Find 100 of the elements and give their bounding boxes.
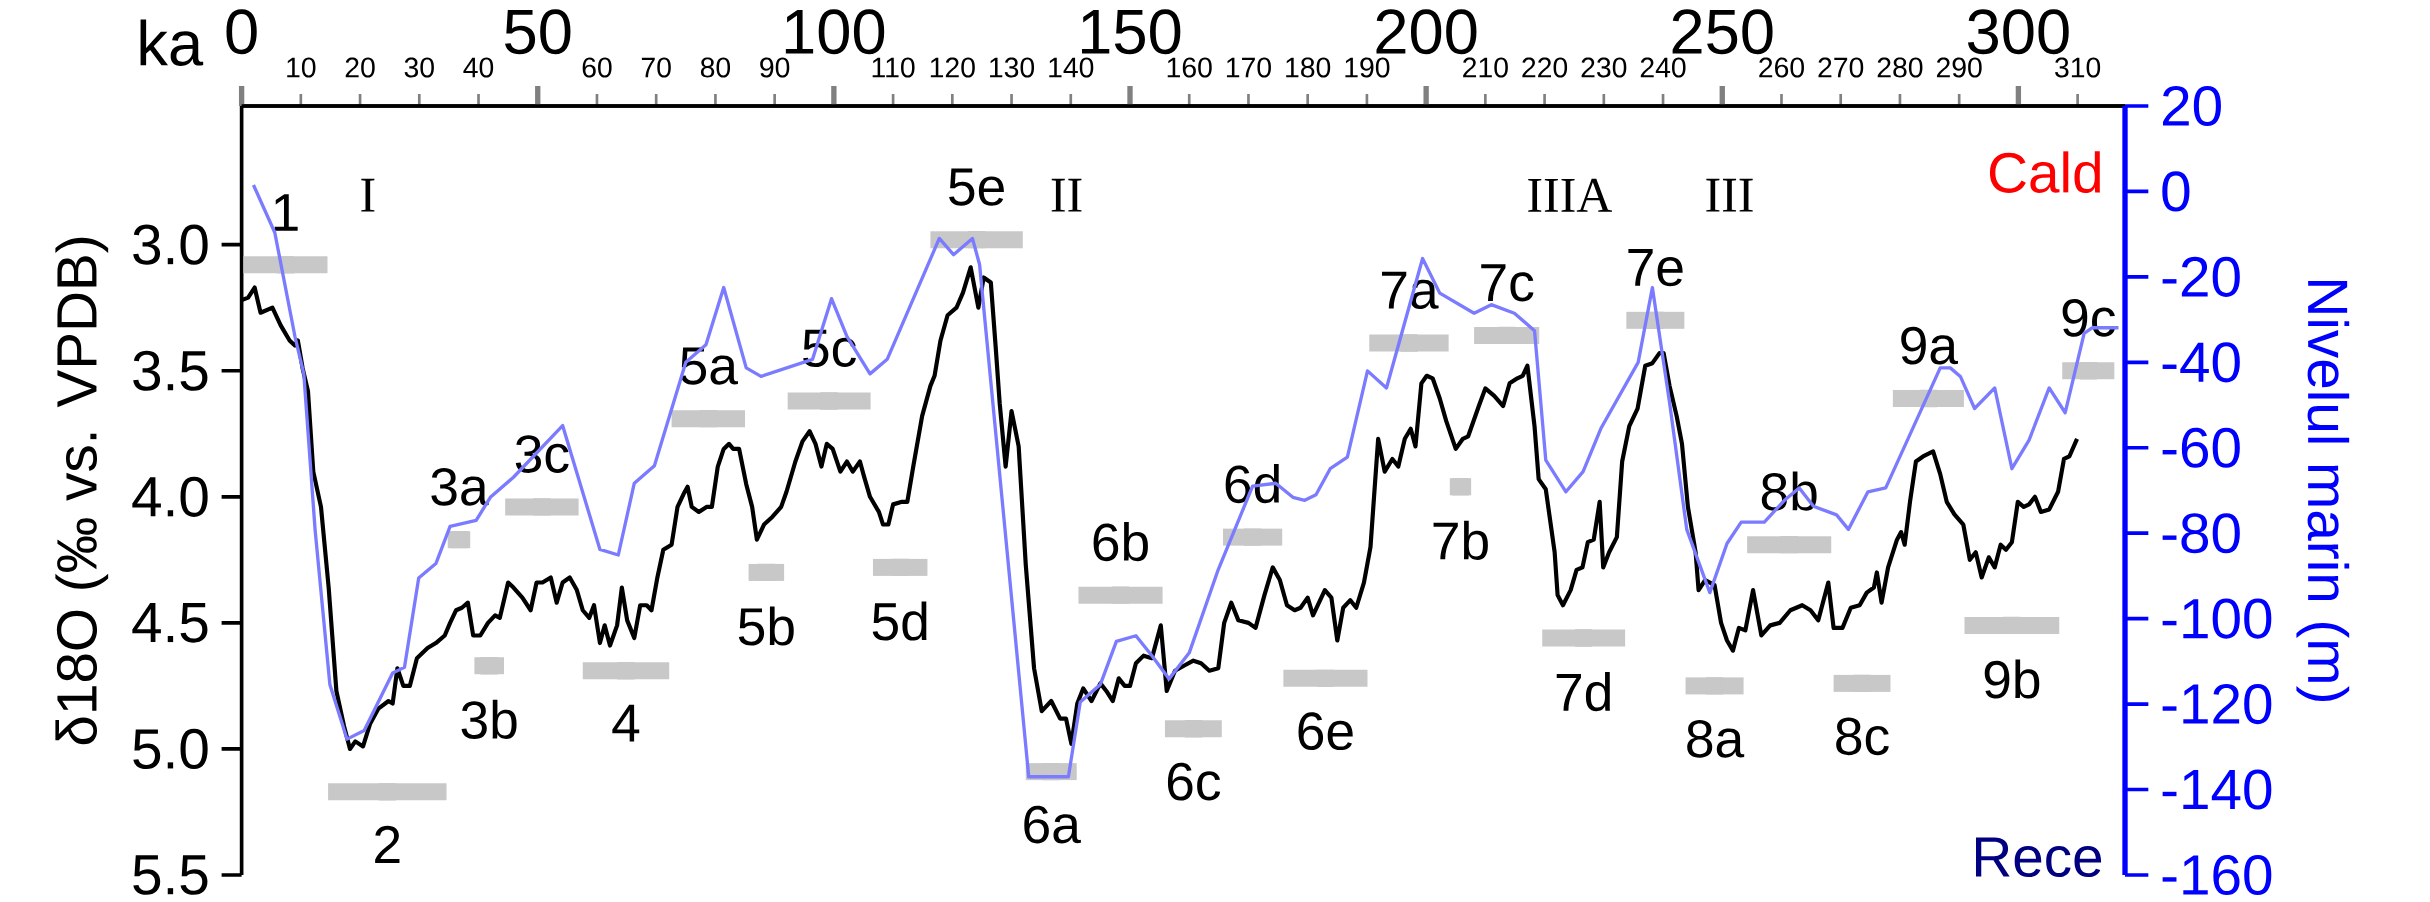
x-tick-label: 240 — [1640, 57, 1686, 78]
y2-tick-label: 0 — [2162, 171, 2190, 212]
x-tick-label: 110 — [872, 57, 915, 78]
x-tick-label: 210 — [1463, 57, 1508, 78]
point — [1498, 326, 1516, 345]
point — [480, 657, 498, 675]
x-tick-label: 60 — [582, 57, 612, 78]
annotation: 2 — [375, 825, 400, 864]
point — [533, 498, 551, 516]
x2-tick-label: 200 — [1376, 9, 1477, 55]
annotation: 6a — [1024, 805, 1081, 844]
annotation: I — [361, 178, 375, 212]
x-tick-label: 140 — [1049, 57, 1094, 78]
x-tick-label: 20 — [345, 57, 375, 78]
x-tick-label: 90 — [760, 57, 790, 78]
annotation: 6b — [1093, 521, 1148, 562]
point — [699, 409, 717, 428]
y2-tick-label: -80 — [2162, 513, 2240, 554]
y-tick-label: 4.5 — [132, 603, 208, 643]
x-tick-label: 130 — [990, 57, 1035, 78]
annotation: 7d — [1556, 672, 1610, 712]
annotation: 9a — [1901, 326, 1958, 365]
x-tick-label: 120 — [930, 57, 975, 78]
y-axis-title: δ18O (‰ vs. VPDB) — [55, 237, 109, 745]
annotation: 5d — [872, 601, 927, 641]
x-tick-label: 40 — [463, 57, 494, 78]
x-tick-label: 160 — [1167, 57, 1212, 78]
annotation: 7a — [1382, 271, 1439, 310]
x-tick-label: 290 — [1936, 57, 1982, 78]
y2-tick-label: -20 — [2162, 256, 2240, 297]
annotation: IIIA — [1528, 178, 1613, 212]
x2-tick-label: 150 — [1081, 9, 1181, 55]
annotation: 6c — [1167, 762, 1221, 801]
y2-tick-label: -120 — [2162, 684, 2272, 725]
x-tick-label: 280 — [1877, 57, 1923, 78]
annotation: III — [1706, 178, 1753, 212]
x2-tick-label: 250 — [1672, 9, 1773, 55]
point — [1316, 669, 1335, 688]
y2-tick-label: -160 — [2162, 854, 2272, 896]
y2-tick-label: -140 — [2162, 769, 2272, 810]
point — [2079, 362, 2097, 380]
annotation: 7e — [1628, 249, 1683, 287]
annotation: 9b — [1984, 659, 2040, 699]
point — [2003, 616, 2021, 635]
y-tick-label: 4.0 — [132, 476, 208, 517]
x2-tick-label: 100 — [785, 9, 885, 55]
y2-tick-label: -40 — [2162, 342, 2240, 383]
point — [891, 558, 909, 577]
x2-tick-label: 50 — [505, 9, 571, 55]
point — [757, 563, 776, 582]
y2-tick-label: 20 — [2162, 85, 2221, 127]
point — [1400, 334, 1418, 352]
point — [1780, 536, 1798, 554]
x-tick-label: 270 — [1818, 57, 1864, 78]
annotation: 1 — [274, 194, 298, 231]
annotation: Cald — [1989, 151, 2100, 193]
point — [617, 662, 635, 680]
point — [1705, 677, 1724, 695]
x2-tick-label: 0 — [226, 9, 257, 55]
x-tick-label: 220 — [1522, 57, 1568, 78]
y-tick-label: 5.5 — [133, 855, 208, 895]
annotation: 7c — [1481, 264, 1534, 302]
x-tick-label: 80 — [700, 57, 731, 78]
annotation: 3a — [431, 467, 489, 506]
y2-axis-title: Nivelul marin (m) — [2296, 281, 2350, 701]
point — [1243, 528, 1262, 546]
point — [820, 392, 838, 410]
x2-axis-title: ka — [140, 19, 204, 66]
annotation: 3b — [461, 699, 517, 739]
annotation: 9c — [2062, 299, 2116, 337]
y-tick-label: 5.0 — [133, 728, 208, 770]
x-tick-label: 70 — [641, 57, 671, 78]
annotation: 5e — [949, 168, 1004, 206]
point — [1184, 720, 1203, 738]
annotation: 5a — [680, 347, 738, 385]
x-tick-label: 230 — [1581, 57, 1627, 78]
y-tick-label: 3.5 — [133, 350, 208, 391]
x-tick-label: 260 — [1759, 57, 1804, 78]
annotation: II — [1051, 178, 1082, 212]
annotation: 7b — [1433, 520, 1488, 560]
x-tick-label: 190 — [1345, 57, 1390, 78]
x-tick-label: 310 — [2055, 57, 2101, 78]
x2-tick-label: 300 — [1967, 9, 2069, 55]
annotation: 4 — [612, 704, 640, 742]
point — [1575, 629, 1593, 647]
point — [1853, 674, 1871, 693]
x-tick-label: 170 — [1226, 57, 1271, 78]
annotation: Rece — [1975, 837, 2102, 878]
x-tick-label: 10 — [287, 57, 316, 78]
point — [378, 783, 396, 801]
x-tick-label: 30 — [404, 57, 434, 78]
x-tick-label: 180 — [1286, 57, 1331, 78]
point — [1111, 586, 1130, 604]
annotation: 3c — [515, 435, 569, 473]
y2-tick-label: -60 — [2162, 427, 2240, 468]
y2-tick-label: -100 — [2162, 598, 2272, 639]
annotation: 8a — [1687, 719, 1745, 758]
y-tick-label: 3.0 — [133, 224, 208, 265]
annotation: 8c — [1836, 717, 1889, 756]
annotation: 5b — [738, 606, 794, 646]
